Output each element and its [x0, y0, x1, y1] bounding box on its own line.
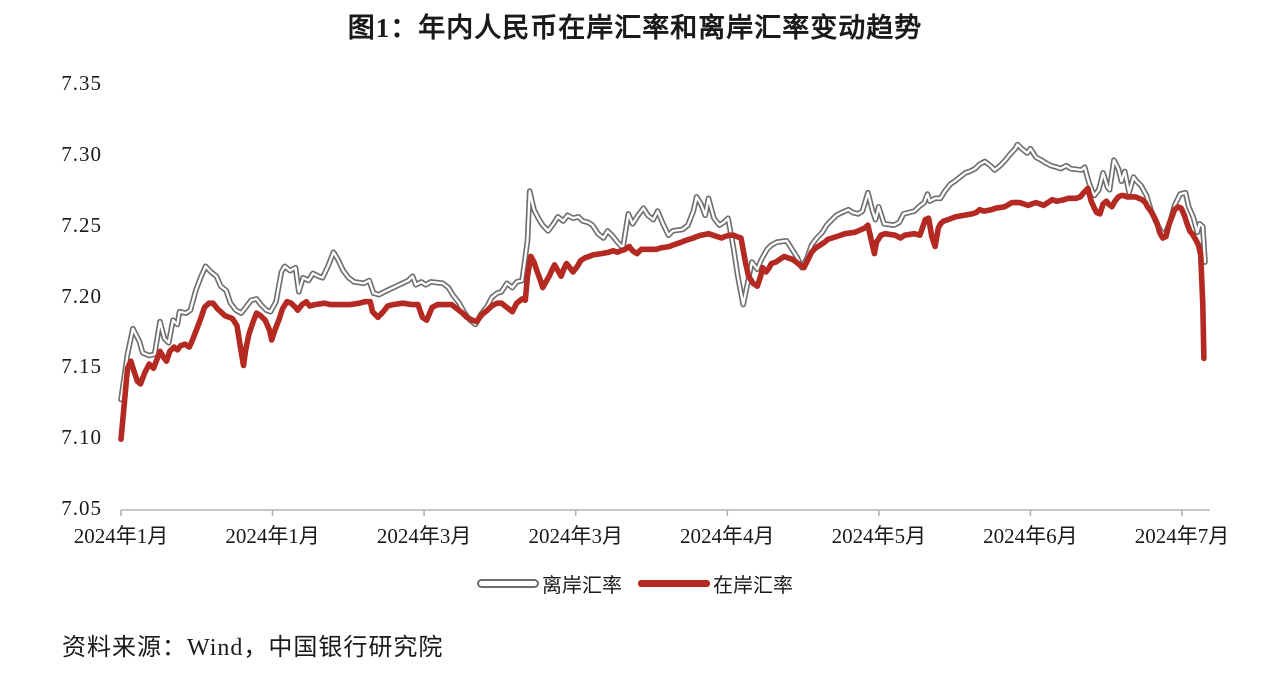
y-tick-label: 7.05: [61, 496, 102, 520]
offshore-rate-line-core: [119, 143, 1207, 401]
chart-title: 图1：年内人民币在岸汇率和离岸汇率变动趋势: [347, 13, 923, 43]
legend: 离岸汇率 在岸汇率: [0, 569, 1270, 598]
offshore-line-sample-icon: [477, 579, 539, 588]
source-note: 资料来源：Wind，中国银行研究院: [62, 635, 444, 661]
x-tick-label: 2024年5月: [831, 524, 927, 548]
x-tick-label: 2024年1月: [73, 524, 169, 548]
legend-item-onshore: 在岸汇率: [638, 569, 793, 598]
x-tick-label: 2024年3月: [528, 524, 623, 548]
x-tick-label: 2024年3月: [376, 524, 472, 548]
y-tick-label: 7.10: [61, 425, 102, 450]
y-tick-label: 7.35: [61, 71, 102, 95]
legend-label-offshore: 离岸汇率: [542, 575, 622, 597]
legend-item-offshore: 离岸汇率: [477, 569, 622, 598]
offshore-rate-line: [118, 141, 1208, 403]
legend-label-onshore: 在岸汇率: [713, 575, 793, 597]
x-tick-label: 2024年4月: [680, 524, 775, 548]
y-tick-label: 7.30: [61, 141, 102, 166]
x-tick-label: 2024年7月: [1134, 524, 1230, 548]
onshore-rate-line: [118, 185, 1207, 442]
y-tick-label: 7.25: [61, 212, 102, 237]
onshore-line-sample-icon: [638, 580, 710, 587]
y-tick-label: 7.15: [61, 354, 102, 379]
y-tick-label: 7.20: [61, 283, 102, 308]
x-tick-label: 2024年6月: [983, 524, 1078, 548]
chart-plot-area: [118, 141, 1210, 516]
x-tick-label: 2024年1月: [225, 524, 320, 548]
